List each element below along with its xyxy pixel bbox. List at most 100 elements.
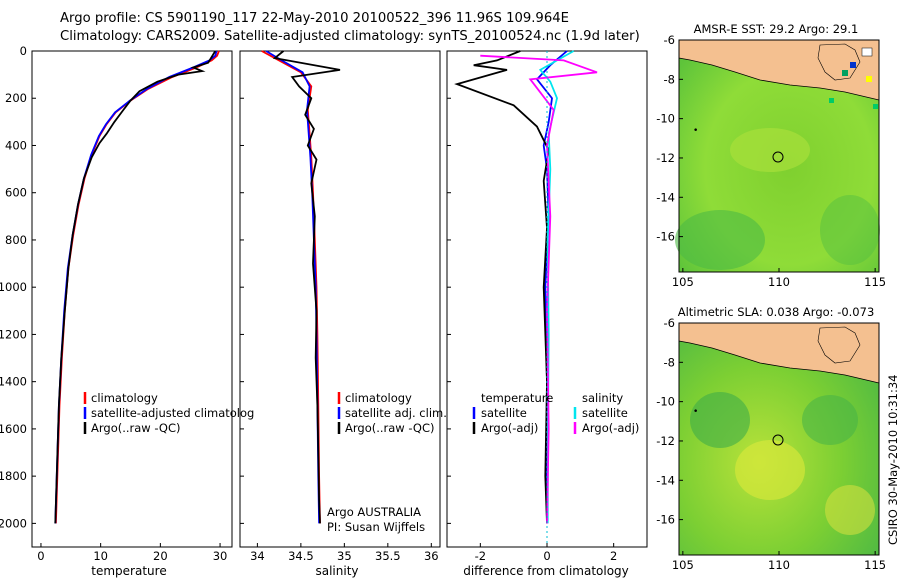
legend-label-climatology: climatology xyxy=(345,391,412,405)
legend-label-argo: Argo(..raw -QC) xyxy=(91,421,181,435)
argo-float-marker xyxy=(772,151,784,163)
map-y-tick-label: -12 xyxy=(656,434,675,448)
salinity-series-satellite-adj-clim- xyxy=(265,50,320,524)
map-x-tick-label: 105 xyxy=(672,275,694,289)
depth-tick-label: 800 xyxy=(5,233,27,247)
depth-tick-label: 600 xyxy=(5,186,27,200)
x-tick-label: 10 xyxy=(93,549,108,563)
sla-map-ticks: 105 110 115 -6 -8 -10 -12 -14 -16 xyxy=(656,316,886,572)
map-y-tick-label: -16 xyxy=(656,513,675,527)
island-landmass xyxy=(817,43,861,81)
x-tick-label: 34.5 xyxy=(288,549,314,563)
temperature-series-climatology xyxy=(55,50,220,524)
island-landmass xyxy=(817,326,861,364)
map-y-tick-label: -10 xyxy=(656,395,675,409)
x-tick-label: 34 xyxy=(250,549,265,563)
temperature-series-satellite-adjusted-climatolog xyxy=(54,50,218,524)
sst-map: AMSR-E SST: 29.2 Argo: 29.1 • 105 110 115 -… xyxy=(656,22,886,289)
x-tick-layer: 0 10 20 30 34 34.5 35 35.5 36 -2 0 2 xyxy=(37,543,617,563)
sst-bright-cell xyxy=(873,104,878,109)
sst-warm-patch xyxy=(730,128,810,172)
difference-series-argo-adj--temperature xyxy=(454,50,550,524)
x-tick-label: 35 xyxy=(337,549,352,563)
figure-title-line-2: Climatology: CARS2009. Satellite-adjuste… xyxy=(60,29,640,44)
missing-data-cell xyxy=(861,47,873,57)
map-y-tick-label: -16 xyxy=(656,230,675,244)
salinity-series-layer xyxy=(261,50,341,524)
depth-tick-label: 400 xyxy=(5,138,27,152)
salinity-series-argo-raw-qc- xyxy=(272,50,341,524)
side-credit: CSIRO 30-May-2010 10:31:34 xyxy=(886,375,900,546)
sst-cool-patch xyxy=(675,210,765,270)
depth-tick-label: 200 xyxy=(5,91,27,105)
figure-title-line-1: Argo profile: CS 5901190_117 22-May-2010… xyxy=(60,11,569,26)
map-x-tick-label: 115 xyxy=(864,275,886,289)
sla-map: Altimetric SLA: 0.038 Argo: -0.073 • 105… xyxy=(656,305,886,572)
salinity-series-climatology xyxy=(261,50,321,524)
sst-bright-cell xyxy=(829,98,834,103)
credit-pi-name: PI: Susan Wijffels xyxy=(327,520,425,534)
legend-label-temp-argo: Argo(-adj) xyxy=(481,421,538,435)
temperature-axis-label: temperature xyxy=(91,564,166,578)
legend-heading-temperature: temperature xyxy=(481,391,553,405)
salinity-axis-label: salinity xyxy=(315,564,358,578)
depth-tick-label: 1200 xyxy=(0,327,27,341)
map-y-tick-label: -6 xyxy=(664,316,675,330)
sla-low-patch xyxy=(690,392,750,448)
credit-argo-australia: Argo AUSTRALIA xyxy=(327,505,421,519)
x-tick-label: 36 xyxy=(424,549,439,563)
x-tick-label: 30 xyxy=(213,549,228,563)
difference-series-argo-adj--salinity xyxy=(480,54,598,524)
map-y-tick-label: -14 xyxy=(656,473,675,487)
temperature-panel-frame xyxy=(31,50,233,548)
sst-map-title: AMSR-E SST: 29.2 Argo: 29.1 xyxy=(694,22,859,36)
depth-tick-label: 0 xyxy=(20,44,27,58)
depth-tick-label: 2000 xyxy=(0,516,27,530)
x-tick-label: 0 xyxy=(37,549,44,563)
temperature-series-layer xyxy=(54,50,220,524)
salinity-panel-frame xyxy=(239,50,441,548)
x-tick-label: 2 xyxy=(610,549,617,563)
legend-label-sal-satellite: satellite xyxy=(582,406,628,420)
sst-cool-patch xyxy=(820,195,880,265)
salinity-legend: climatology satellite adj. clim. Argo(..… xyxy=(327,391,447,534)
depth-tick-label: 1600 xyxy=(0,422,27,436)
temperature-legend: climatology satellite-adjusted climatolo… xyxy=(83,391,254,435)
map-y-tick-label: -14 xyxy=(656,190,675,204)
map-y-tick-label: -8 xyxy=(664,355,675,369)
x-tick-label: 20 xyxy=(153,549,168,563)
map-x-tick-label: 105 xyxy=(672,558,694,572)
legend-label-sal-argo: Argo(-adj) xyxy=(582,421,639,435)
map-x-tick-label: 110 xyxy=(768,558,790,572)
depth-tick-labels: 0 200 400 600 800 1000 1200 1400 1600 1800 2000 xyxy=(0,44,451,530)
sst-bright-cell xyxy=(866,76,872,82)
depth-tick-label: 1000 xyxy=(0,280,27,294)
sla-high-patch xyxy=(825,485,875,535)
sla-high-patch xyxy=(735,440,805,500)
map-x-tick-label: 110 xyxy=(768,275,790,289)
map-y-tick-label: -12 xyxy=(656,151,675,165)
small-island-mark: • xyxy=(693,126,698,136)
difference-axis-label: difference from climatology xyxy=(463,564,629,578)
legend-label-satellite-adj: satellite adj. clim. xyxy=(345,406,447,420)
x-tick-label: -2 xyxy=(475,549,486,563)
x-tick-label: 35.5 xyxy=(375,549,401,563)
difference-legend: temperature satellite Argo(-adj) salinit… xyxy=(472,391,639,435)
sst-bright-cell xyxy=(842,70,848,76)
map-x-tick-label: 115 xyxy=(864,558,886,572)
x-tick-label: 0 xyxy=(543,549,550,563)
sla-map-title: Altimetric SLA: 0.038 Argo: -0.073 xyxy=(678,305,875,319)
legend-label-satellite-adjusted: satellite-adjusted climatolog xyxy=(91,406,254,420)
legend-label-temp-satellite: satellite xyxy=(481,406,527,420)
legend-heading-salinity: salinity xyxy=(582,391,623,405)
small-island-mark: • xyxy=(693,407,698,417)
legend-label-climatology: climatology xyxy=(91,391,158,405)
temperature-series-argo-raw-qc- xyxy=(54,50,217,524)
map-y-tick-label: -8 xyxy=(664,72,675,86)
difference-series-layer xyxy=(454,50,598,547)
map-y-tick-label: -6 xyxy=(664,33,675,47)
sst-map-ticks: 105 110 115 -6 -8 -10 -12 -14 -16 xyxy=(656,33,886,289)
depth-tick-label: 1400 xyxy=(0,375,27,389)
argo-float-marker xyxy=(772,434,784,446)
